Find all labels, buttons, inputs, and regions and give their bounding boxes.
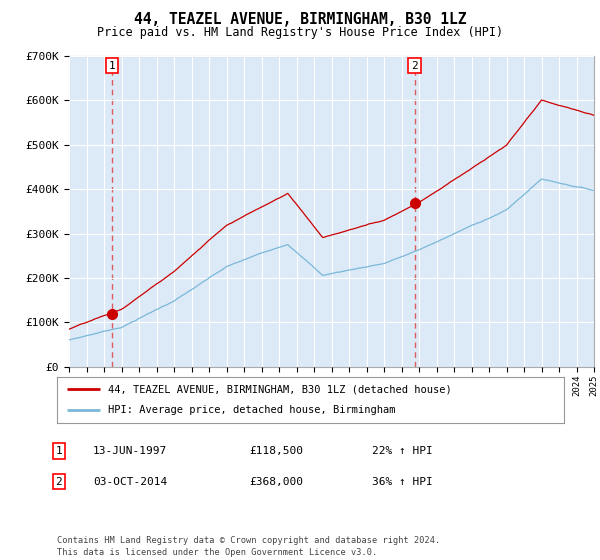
Text: Price paid vs. HM Land Registry's House Price Index (HPI): Price paid vs. HM Land Registry's House … <box>97 26 503 39</box>
Text: 36% ↑ HPI: 36% ↑ HPI <box>372 477 433 487</box>
Text: 44, TEAZEL AVENUE, BIRMINGHAM, B30 1LZ (detached house): 44, TEAZEL AVENUE, BIRMINGHAM, B30 1LZ (… <box>108 384 451 394</box>
Text: 22% ↑ HPI: 22% ↑ HPI <box>372 446 433 456</box>
Text: 2: 2 <box>411 60 418 71</box>
Text: 1: 1 <box>55 446 62 456</box>
Text: £118,500: £118,500 <box>249 446 303 456</box>
Text: Contains HM Land Registry data © Crown copyright and database right 2024.
This d: Contains HM Land Registry data © Crown c… <box>57 536 440 557</box>
Text: 13-JUN-1997: 13-JUN-1997 <box>93 446 167 456</box>
Text: 44, TEAZEL AVENUE, BIRMINGHAM, B30 1LZ: 44, TEAZEL AVENUE, BIRMINGHAM, B30 1LZ <box>134 12 466 27</box>
Text: HPI: Average price, detached house, Birmingham: HPI: Average price, detached house, Birm… <box>108 405 395 416</box>
Text: £368,000: £368,000 <box>249 477 303 487</box>
Text: 1: 1 <box>109 60 115 71</box>
Text: 2: 2 <box>55 477 62 487</box>
Text: 03-OCT-2014: 03-OCT-2014 <box>93 477 167 487</box>
